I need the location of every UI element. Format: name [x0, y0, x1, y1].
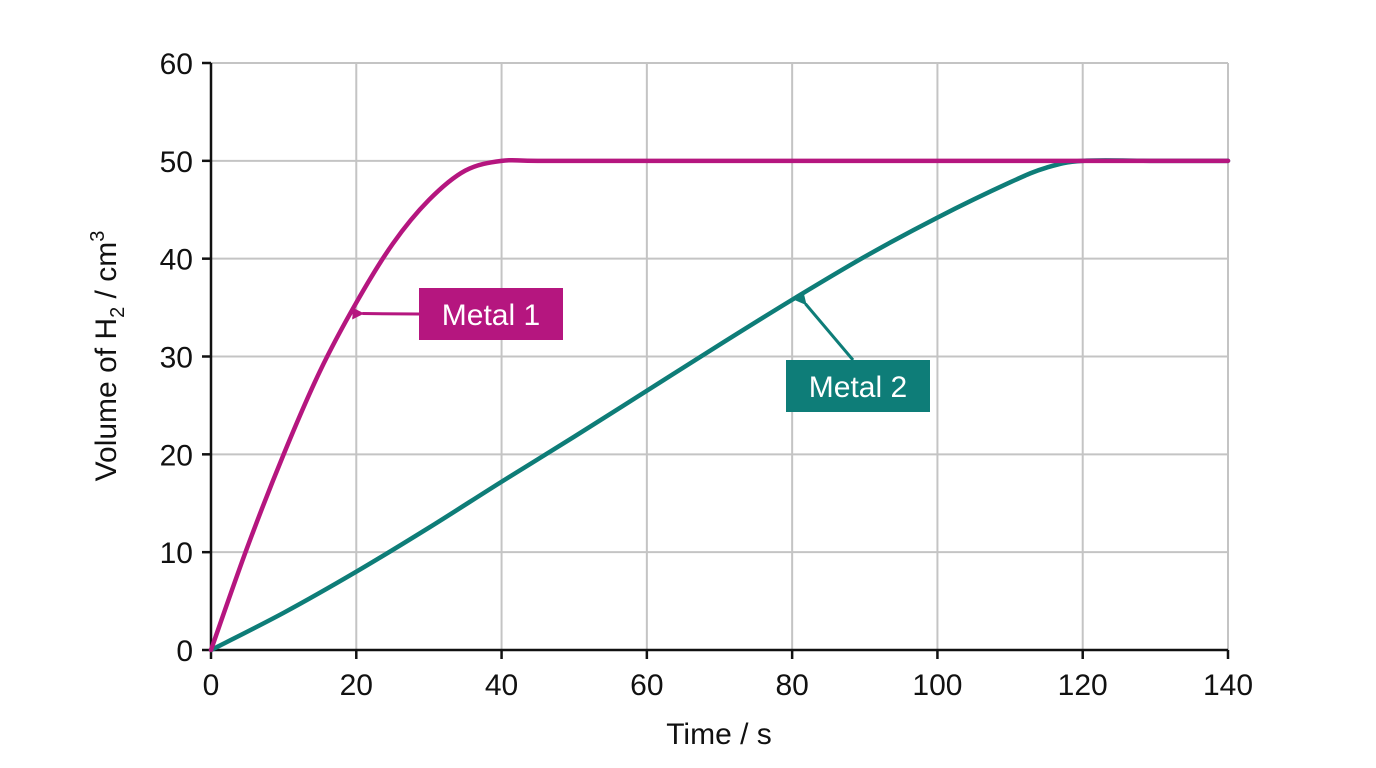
- x-tick-label: 0: [203, 669, 220, 702]
- x-tick-label: 120: [1058, 669, 1108, 702]
- x-tick-label: 140: [1203, 669, 1253, 702]
- x-axis-title: Time / s: [666, 718, 772, 751]
- series-line-metal-1: [208, 157, 1231, 653]
- callout-box-metal-2: [786, 360, 930, 412]
- x-tick-label: 80: [775, 669, 808, 702]
- axes: 0 20 40 60 80 100 120 140 0 10 20 30 40 50 60: [160, 48, 1253, 702]
- y-tick-label: 10: [160, 537, 193, 570]
- x-tick-label: 20: [340, 669, 373, 702]
- y-axis-title-middle: / cm: [90, 242, 123, 307]
- y-tick-label: 30: [160, 342, 193, 375]
- grid: [211, 62, 1229, 650]
- y-axis-title-prefix: Volume of H: [90, 318, 123, 481]
- callout-box-metal-1: [419, 288, 563, 340]
- y-tick-label: 20: [160, 439, 193, 472]
- x-tick-label: 40: [485, 669, 518, 702]
- callout-label-metal-1: Metal 1: [442, 299, 540, 332]
- callout-arrow-metal-2: [794, 292, 855, 361]
- callout-label-metal-2: Metal 2: [809, 371, 907, 404]
- y-axis-title: Volume of H2 / cm3: [87, 231, 129, 482]
- y-tick-label: 60: [160, 48, 193, 81]
- series-group: [208, 157, 1231, 653]
- x-tick-label: 60: [630, 669, 663, 702]
- y-axis-title-subscript: 2: [107, 307, 129, 318]
- series-line-metal-2: [208, 158, 1231, 653]
- y-tick-label: 0: [176, 635, 193, 668]
- callouts: Metal 1 Metal 2: [352, 288, 930, 412]
- x-tick-label: 100: [912, 669, 962, 702]
- y-axis-title-superscript: 3: [87, 231, 109, 242]
- y-tick-label: 40: [160, 244, 193, 277]
- y-tick-label: 50: [160, 146, 193, 179]
